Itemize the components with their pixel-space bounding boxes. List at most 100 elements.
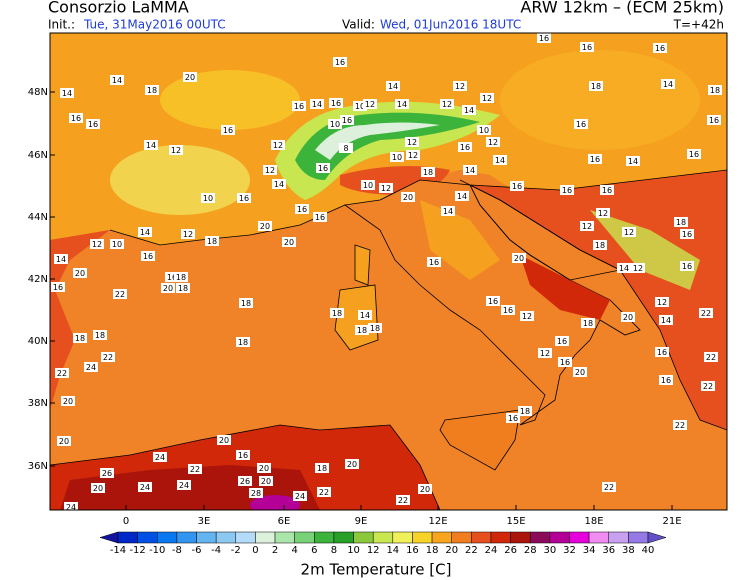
map-label-box: [458, 142, 472, 152]
map-label: 20: [219, 436, 229, 445]
map-label-box: [169, 145, 183, 155]
map-label: 20: [514, 254, 524, 263]
map-label-box: [138, 482, 152, 492]
map-label: 18: [332, 309, 342, 318]
map-label-box: [390, 152, 404, 162]
map-label: 16: [655, 44, 665, 53]
map-label: 22: [675, 421, 685, 430]
map-label-box: [558, 357, 572, 367]
map-label-box: [363, 99, 377, 109]
colorbar-box: [353, 531, 374, 544]
map-label: 12: [183, 230, 193, 239]
map-label-box: [477, 125, 491, 135]
map-label-box: [292, 101, 306, 111]
map-label: 16: [297, 205, 307, 214]
map-label: 20: [575, 368, 585, 377]
map-label-box: [493, 155, 507, 165]
map-label: 16: [335, 58, 345, 67]
map-label: 12: [598, 209, 608, 218]
colorbar-box: [314, 531, 335, 544]
map-label: 18: [238, 338, 248, 347]
map-label: 14: [62, 89, 72, 98]
colorbar-end: [647, 531, 667, 544]
map-label: 18: [75, 334, 85, 343]
map-label: 12: [624, 228, 634, 237]
map-label-box: [91, 483, 105, 493]
map-label: 14: [274, 180, 284, 189]
map-label-box: [707, 115, 721, 125]
map-label: 16: [315, 213, 325, 222]
map-label: 14: [312, 100, 322, 109]
map-label-box: [659, 375, 673, 385]
map-label-box: [462, 105, 476, 115]
map-label-box: [560, 185, 574, 195]
land-hottest: [250, 495, 300, 510]
map-label: 18: [370, 324, 380, 333]
map-label-box: [708, 85, 722, 95]
map-label-box: [153, 452, 167, 462]
map-label-box: [295, 204, 309, 214]
map-label-box: [631, 263, 645, 273]
colorbar-tick-label: 22: [465, 545, 478, 556]
lat-label: 48N: [28, 87, 48, 98]
map-label: 16: [460, 143, 470, 152]
map-label: 14: [56, 255, 66, 264]
map-label: 10: [479, 126, 489, 135]
map-label: 18: [595, 241, 605, 250]
colorbar-label: 2m Temperature [C]: [301, 561, 452, 579]
map-label: 18: [178, 284, 188, 293]
land-warm: [50, 230, 110, 410]
map-label-box: [238, 476, 252, 486]
map-label: 16: [223, 126, 233, 135]
map-label: 16: [602, 186, 612, 195]
map-label-box: [353, 101, 367, 111]
colorbar-tick-label: -2: [231, 545, 241, 556]
map-label-box: [345, 459, 359, 469]
map-label-box: [405, 137, 419, 147]
colorbar-tick-label: 16: [406, 545, 419, 556]
map-label-box: [626, 156, 640, 166]
map-label-box: [258, 221, 272, 231]
map-label: 16: [590, 155, 600, 164]
lat-label: 40N: [28, 336, 48, 347]
map-label: 12: [442, 100, 452, 109]
map-label-box: [596, 208, 610, 218]
map-label-box: [259, 476, 273, 486]
map-label-box: [659, 315, 673, 325]
map-label-box: [441, 206, 455, 216]
map-label-box: [463, 165, 477, 175]
map-label: 12: [488, 138, 498, 147]
map-label-box: [418, 484, 432, 494]
colorbar-box: [412, 531, 433, 544]
map-label-box: [406, 150, 420, 160]
map-label: 22: [398, 496, 408, 505]
map-label-box: [573, 367, 587, 377]
map-label-box: [506, 413, 520, 423]
map-label: 18: [676, 218, 686, 227]
map-label-box: [655, 347, 669, 357]
map-label-box: [512, 253, 526, 263]
title: Consorzio LaMMA: [48, 0, 189, 17]
map-label-box: [310, 99, 324, 109]
land-cool: [110, 145, 250, 215]
map-label-box: [174, 272, 188, 282]
map-label-box: [263, 165, 277, 175]
map-label-box: [661, 79, 675, 89]
map-label-box: [704, 352, 718, 362]
map-label: 14: [397, 100, 407, 109]
map-label: 16: [576, 120, 586, 129]
map-label: 12: [265, 166, 275, 175]
map-label-box: [272, 179, 286, 189]
map-label: 18: [591, 82, 601, 91]
colorbar-tick-label: 30: [543, 545, 556, 556]
map-label: 16: [508, 414, 518, 423]
map-label-box: [328, 119, 342, 129]
map-label-box: [141, 251, 155, 261]
map-label: 16: [239, 194, 249, 203]
colorbar-tick-label: -12: [129, 545, 145, 556]
map-label-box: [617, 263, 631, 273]
map-label-box: [396, 495, 410, 505]
lat-label: 42N: [28, 274, 48, 285]
map-label-box: [282, 237, 296, 247]
